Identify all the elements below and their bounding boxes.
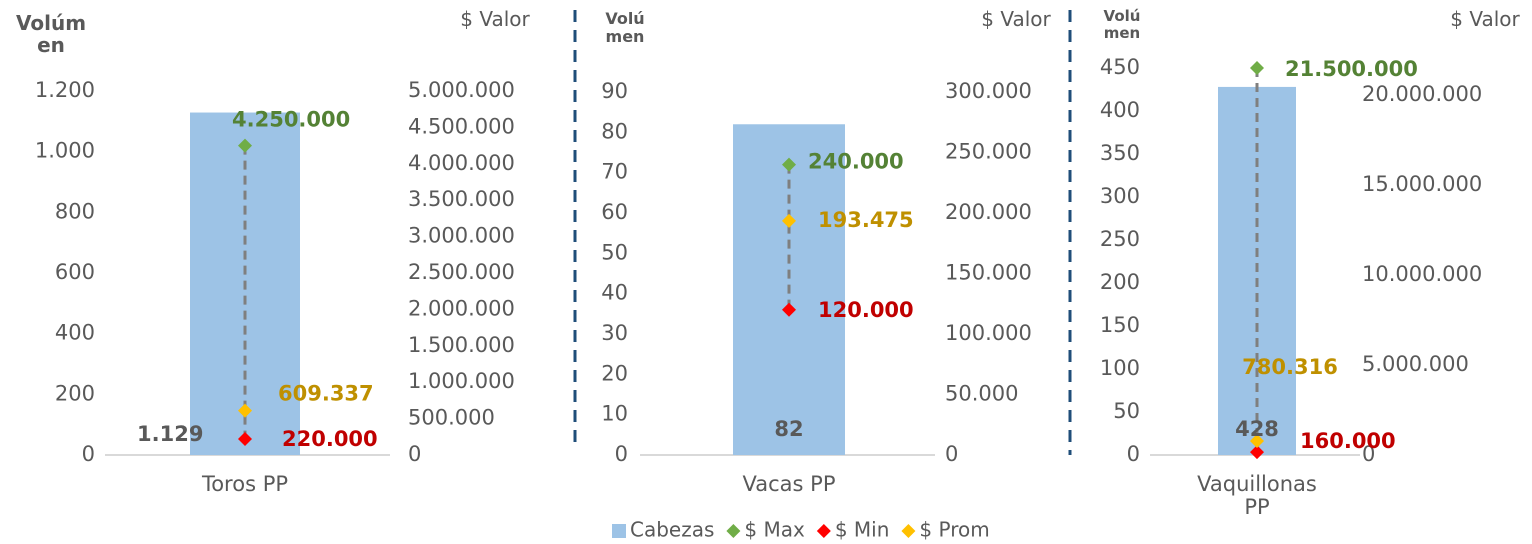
y-tick-label: 400 [1100, 98, 1140, 122]
y2-tick-label: 10.000.000 [1362, 262, 1482, 286]
legend-swatch [726, 524, 741, 538]
y-tick-label: 50 [601, 240, 628, 264]
data-label: 120.000 [818, 298, 914, 322]
y2-tick-label: 3.500.000 [408, 187, 515, 211]
y-tick-label: 600 [55, 260, 95, 284]
data-label: 160.000 [1300, 429, 1396, 453]
y-tick-label: 250 [1100, 227, 1140, 251]
y-tick-label: 10 [601, 402, 628, 426]
y-tick-label: 300 [1100, 184, 1140, 208]
data-label: 428 [1235, 417, 1279, 441]
y-tick-label: 1.000 [35, 139, 95, 163]
y-tick-label: 30 [601, 321, 628, 345]
y2-tick-label: 250.000 [945, 140, 1032, 164]
y2-tick-label: 2.000.000 [408, 296, 515, 320]
y-tick-label: 70 [601, 160, 628, 184]
y2-axis-title: $ Valor [460, 7, 530, 31]
y-tick-label: 450 [1100, 55, 1140, 79]
y-tick-label: 100 [1100, 356, 1140, 380]
legend-label: $ Prom [919, 518, 989, 542]
y2-tick-label: 150.000 [945, 261, 1032, 285]
point [238, 138, 252, 153]
y-tick-label: 0 [82, 442, 95, 466]
legend-swatch [816, 524, 831, 538]
y-tick-label: 90 [601, 79, 628, 103]
y2-tick-label: 5.000.000 [408, 78, 515, 102]
y-tick-label: 20 [601, 361, 628, 385]
y2-tick-label: 2.500.000 [408, 260, 515, 284]
y2-tick-label: 4.500.000 [408, 114, 515, 138]
y-tick-label: 0 [1127, 442, 1140, 466]
y-tick-label: 50 [1113, 399, 1140, 423]
y-tick-label: 200 [55, 381, 95, 405]
x-tick-label: Vaquillonas PP [1197, 472, 1317, 520]
y2-tick-label: 0 [1362, 442, 1375, 466]
data-label: 220.000 [282, 427, 378, 451]
y2-tick-label: 5.000.000 [1362, 352, 1469, 376]
y2-axis-title: $ Valor [981, 7, 1051, 31]
point [1250, 433, 1264, 448]
y-tick-label: 200 [1100, 270, 1140, 294]
y2-tick-label: 0 [408, 442, 421, 466]
y2-axis-title: $ Valor [1450, 7, 1520, 31]
y2-tick-label: 50.000 [945, 382, 1018, 406]
legend-swatch [612, 524, 626, 538]
data-label: 21.500.000 [1285, 57, 1418, 81]
point [238, 431, 252, 446]
legend-swatch [901, 524, 916, 538]
y-axis-title: Volúmen [15, 11, 87, 57]
y-tick-label: 60 [601, 200, 628, 224]
point [782, 213, 796, 228]
y-tick-label: 1.200 [35, 78, 95, 102]
legend-label: Cabezas [630, 518, 714, 542]
data-label: 1.129 [137, 422, 203, 446]
legend-label: $ Max [744, 518, 805, 542]
legend-label: $ Min [835, 518, 890, 542]
point [1250, 445, 1264, 460]
point [238, 403, 252, 418]
x-tick-label: Vacas PP [742, 472, 836, 496]
y-tick-label: 150 [1100, 313, 1140, 337]
y2-tick-label: 3.000.000 [408, 224, 515, 248]
y-tick-label: 0 [615, 442, 628, 466]
x-tick-label: Toros PP [201, 472, 289, 496]
y-tick-label: 400 [55, 321, 95, 345]
point [782, 302, 796, 317]
y2-tick-label: 200.000 [945, 200, 1032, 224]
y-axis-title: Volúmen [605, 9, 645, 46]
y-tick-label: 40 [601, 281, 628, 305]
point [1250, 61, 1264, 75]
data-label: 780.316 [1242, 355, 1338, 379]
y2-tick-label: 20.000.000 [1362, 82, 1482, 106]
y-axis-title: Volúmen [1103, 7, 1141, 42]
y2-tick-label: 1.000.000 [408, 369, 515, 393]
data-label: 82 [774, 417, 803, 441]
point [782, 157, 796, 172]
data-label: 609.337 [278, 382, 374, 406]
y2-tick-label: 0 [945, 442, 958, 466]
data-label: 4.250.000 [232, 108, 350, 132]
data-label: 193.475 [818, 208, 914, 232]
y2-tick-label: 300.000 [945, 79, 1032, 103]
y2-tick-label: 4.000.000 [408, 151, 515, 175]
y2-tick-label: 100.000 [945, 321, 1032, 345]
y-tick-label: 350 [1100, 141, 1140, 165]
y2-tick-label: 15.000.000 [1362, 172, 1482, 196]
y-tick-label: 80 [601, 119, 628, 143]
y-tick-label: 800 [55, 199, 95, 223]
y2-tick-label: 1.500.000 [408, 333, 515, 357]
y2-tick-label: 500.000 [408, 406, 495, 430]
data-label: 240.000 [808, 150, 904, 174]
